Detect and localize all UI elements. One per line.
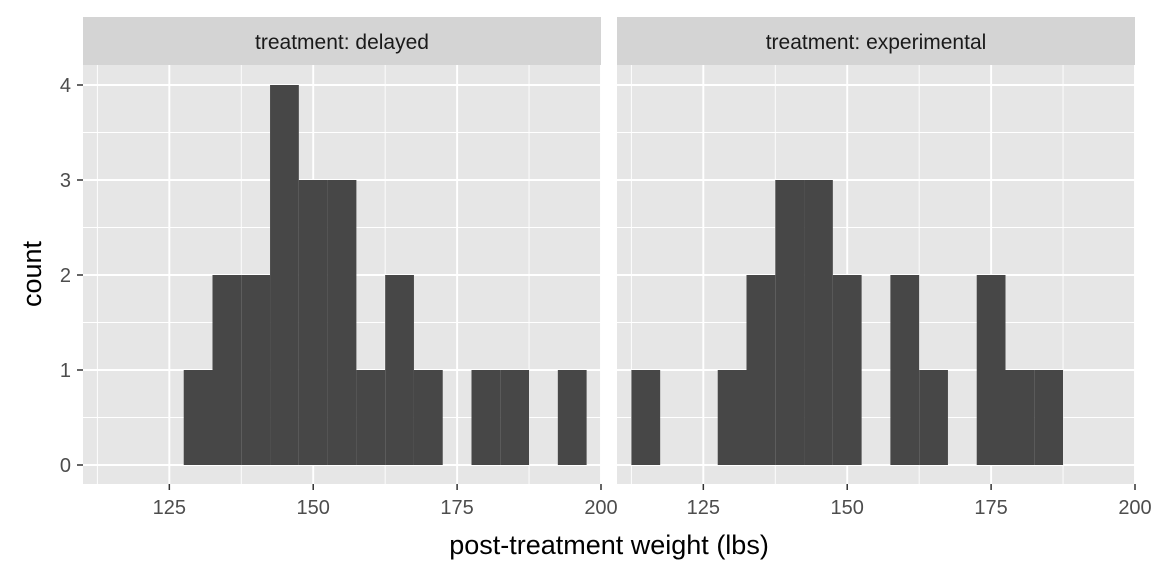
y-tick-label: 4	[60, 75, 71, 97]
x-axis-title: post-treatment weight (lbs)	[449, 530, 769, 560]
histogram-bar	[356, 370, 386, 465]
facet-strip-title: treatment: delayed	[255, 31, 429, 54]
histogram-bar	[1005, 370, 1035, 465]
x-tick-label: 200	[1118, 497, 1151, 519]
facet-strip	[83, 17, 601, 65]
x-tick-label: 200	[584, 497, 617, 519]
x-tick-label: 125	[687, 497, 720, 519]
histogram-bar	[775, 180, 805, 465]
histogram-bar	[212, 275, 242, 465]
histogram-bar	[413, 370, 443, 465]
y-axis-title: count	[17, 240, 47, 307]
histogram-bar	[298, 180, 328, 465]
y-tick-label: 1	[60, 360, 71, 382]
x-tick-label: 150	[831, 497, 864, 519]
histogram-bar	[1034, 370, 1064, 465]
histogram-bar	[471, 370, 501, 465]
histogram-bar	[241, 275, 271, 465]
histogram-bar	[804, 180, 833, 465]
x-tick-label: 125	[153, 497, 186, 519]
facet-strip	[617, 17, 1135, 65]
y-tick-label: 3	[60, 170, 71, 192]
histogram-bar	[976, 275, 1006, 465]
x-tick-label: 175	[440, 497, 473, 519]
x-tick-label: 150	[297, 497, 330, 519]
histogram-bar	[717, 370, 747, 465]
histogram-bar	[500, 370, 530, 465]
histogram-bar	[631, 370, 661, 465]
histogram-bar	[327, 180, 357, 465]
histogram-bar	[183, 370, 213, 465]
histogram-bar	[270, 85, 299, 465]
panel-2: treatment: experimental 125 150 175 200	[617, 17, 1152, 519]
histogram-bar	[890, 275, 920, 465]
histogram-bar	[557, 370, 587, 465]
y-tick-label: 2	[60, 265, 71, 287]
x-tick-label: 175	[974, 497, 1007, 519]
histogram-bar	[919, 370, 948, 465]
histogram-bar	[385, 275, 414, 465]
facet-strip-title: treatment: experimental	[766, 31, 987, 54]
histogram-bar	[832, 275, 862, 465]
y-tick-label: 0	[60, 455, 71, 477]
panel-1: treatment: delayed 125 150 175 200 0 1 2 3 4	[60, 17, 618, 519]
histogram-bar	[746, 275, 776, 465]
